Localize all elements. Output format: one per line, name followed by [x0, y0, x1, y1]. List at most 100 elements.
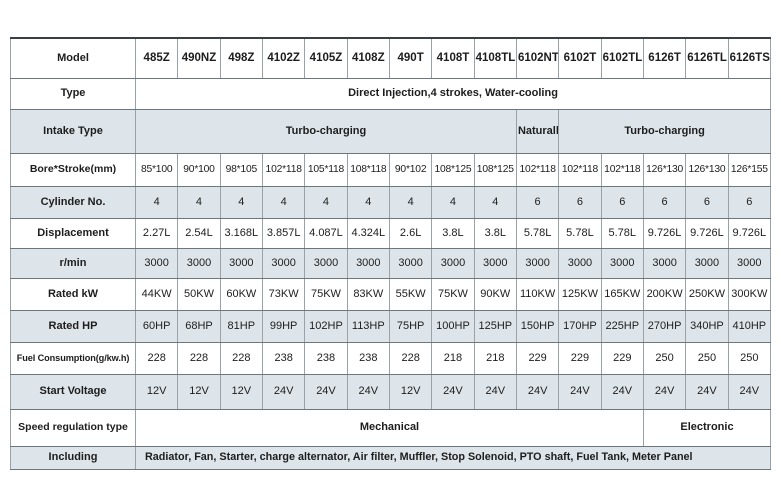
row-header-fuel: Fuel Consumption(g/kw.h) — [10, 341, 136, 375]
table-cell: 102HP — [304, 309, 348, 343]
table-cell: 228 — [219, 341, 263, 375]
table-cell-merged: Turbo-charging — [135, 108, 517, 154]
table-cell: 90*102 — [388, 152, 433, 187]
table-cell: 24V — [558, 373, 602, 410]
table-cell: 83KW — [346, 277, 390, 311]
table-cell: 12V — [177, 373, 221, 410]
table-cell: 3000 — [600, 247, 644, 279]
table-cell: 229 — [515, 341, 560, 375]
table-cell: 102*118 — [558, 152, 602, 187]
table-cell: 126*155 — [727, 152, 772, 187]
row-header-voltage: Start Voltage — [10, 373, 136, 410]
table-row-fuel: Fuel Consumption(g/kw.h) 228 228 228 238 238 2… — [10, 341, 772, 375]
table-cell: 3000 — [346, 247, 390, 279]
table-cell: 24V — [727, 373, 772, 410]
table-row-type: Type Direct Injection,4 strokes, Water-co… — [10, 77, 771, 110]
table-cell: 90*100 — [177, 152, 221, 187]
row-header-rated_kw: Rated kW — [10, 277, 136, 311]
row-header-speed_regulation: Speed regulation type — [10, 408, 136, 447]
engine-spec-table-body: Model 485Z 490NZ 498Z 4102Z 4105Z 4108Z 490T 410… — [10, 37, 772, 470]
row-header-rated_hp: Rated HP — [10, 309, 136, 343]
table-row-intake: Intake TypeTurbo-chargingNaturallyTurbo-… — [10, 108, 771, 154]
table-cell: 102*118 — [261, 152, 306, 187]
table-cell: 105*118 — [304, 152, 348, 187]
table-cell: 102*118 — [515, 152, 560, 187]
table-cell: 5.78L — [558, 217, 602, 249]
table-cell: 170HP — [558, 309, 602, 343]
table-cell: 75KW — [431, 277, 475, 311]
table-cell: 6 — [727, 185, 772, 219]
table-cell: 229 — [558, 341, 602, 375]
table-cell: 12V — [388, 373, 433, 410]
table-cell: 238 — [304, 341, 348, 375]
table-cell: 229 — [600, 341, 644, 375]
table-row-voltage: Start Voltage 12V 12V 12V 24V 24V 24V 12V 24V 24V… — [10, 373, 772, 410]
table-cell: 4 — [473, 185, 517, 219]
table-cell: 238 — [346, 341, 390, 375]
table-cell: 6126T — [642, 37, 687, 79]
table-row-rpm: r/min 3000 3000 3000 3000 3000 3000 3000 3000 300… — [10, 247, 772, 279]
table-cell: 102*118 — [600, 152, 644, 187]
table-cell: 3000 — [558, 247, 602, 279]
table-row-speed_regulation: Speed regulation type Mechanical Electroni… — [10, 408, 772, 447]
table-cell: 24V — [685, 373, 729, 410]
table-cell: 3000 — [727, 247, 772, 279]
table-cell: 410HP — [727, 309, 772, 343]
row-header-rpm: r/min — [10, 247, 136, 279]
table-cell: 6 — [685, 185, 729, 219]
table-cell: 44KW — [134, 277, 179, 311]
table-cell: 60KW — [219, 277, 263, 311]
table-cell: 228 — [134, 341, 179, 375]
table-cell: 6 — [600, 185, 644, 219]
table-cell: 100HP — [431, 309, 475, 343]
table-cell: 3.8L — [473, 217, 517, 249]
table-cell: 9.726L — [685, 217, 729, 249]
table-cell: 4.324L — [346, 217, 390, 249]
table-cell: 9.726L — [642, 217, 687, 249]
table-cell: 113HP — [346, 309, 390, 343]
table-cell: 4 — [431, 185, 475, 219]
table-cell: 218 — [473, 341, 517, 375]
table-cell: 12V — [219, 373, 263, 410]
table-cell: 3000 — [685, 247, 729, 279]
table-cell: 99HP — [261, 309, 306, 343]
table-cell: 3000 — [515, 247, 560, 279]
table-cell: 24V — [304, 373, 348, 410]
table-cell: 270HP — [642, 309, 687, 343]
row-header-cylinder: Cylinder No. — [10, 185, 136, 219]
table-cell: 24V — [600, 373, 644, 410]
table-cell: 250 — [685, 341, 729, 375]
table-cell: 68HP — [177, 309, 221, 343]
table-cell: 4.087L — [304, 217, 348, 249]
table-cell: 3000 — [431, 247, 475, 279]
table-cell: 4105Z — [304, 37, 348, 79]
table-cell: 4 — [134, 185, 179, 219]
table-cell-merged: Mechanical — [135, 408, 644, 447]
table-cell: 125KW — [558, 277, 602, 311]
table-cell: 90KW — [473, 277, 517, 311]
table-cell: 55KW — [388, 277, 433, 311]
table-cell: 3.8L — [431, 217, 475, 249]
table-cell: 250 — [642, 341, 687, 375]
table-cell: 2.27L — [134, 217, 179, 249]
table-cell: 4108T — [431, 37, 475, 79]
table-cell: 24V — [642, 373, 687, 410]
table-cell: 4 — [388, 185, 433, 219]
table-cell: 3000 — [642, 247, 687, 279]
table-row-model: Model 485Z 490NZ 498Z 4102Z 4105Z 4108Z 490T 410… — [10, 37, 772, 79]
table-cell: 12V — [134, 373, 179, 410]
table-cell-merged: Turbo-charging — [558, 108, 771, 154]
table-cell: 6102T — [558, 37, 602, 79]
table-cell: 75HP — [388, 309, 433, 343]
table-cell: 2.6L — [388, 217, 433, 249]
row-header-model: Model — [10, 37, 136, 79]
table-cell: 2.54L — [177, 217, 221, 249]
table-cell: 9.726L — [727, 217, 772, 249]
table-cell: 5.78L — [600, 217, 644, 249]
table-cell: 238 — [261, 341, 306, 375]
table-cell: 108*125 — [431, 152, 475, 187]
row-header-displacement: Displacement — [10, 217, 136, 249]
table-cell: 250KW — [685, 277, 729, 311]
table-cell: 225HP — [600, 309, 644, 343]
table-cell: 3000 — [219, 247, 263, 279]
